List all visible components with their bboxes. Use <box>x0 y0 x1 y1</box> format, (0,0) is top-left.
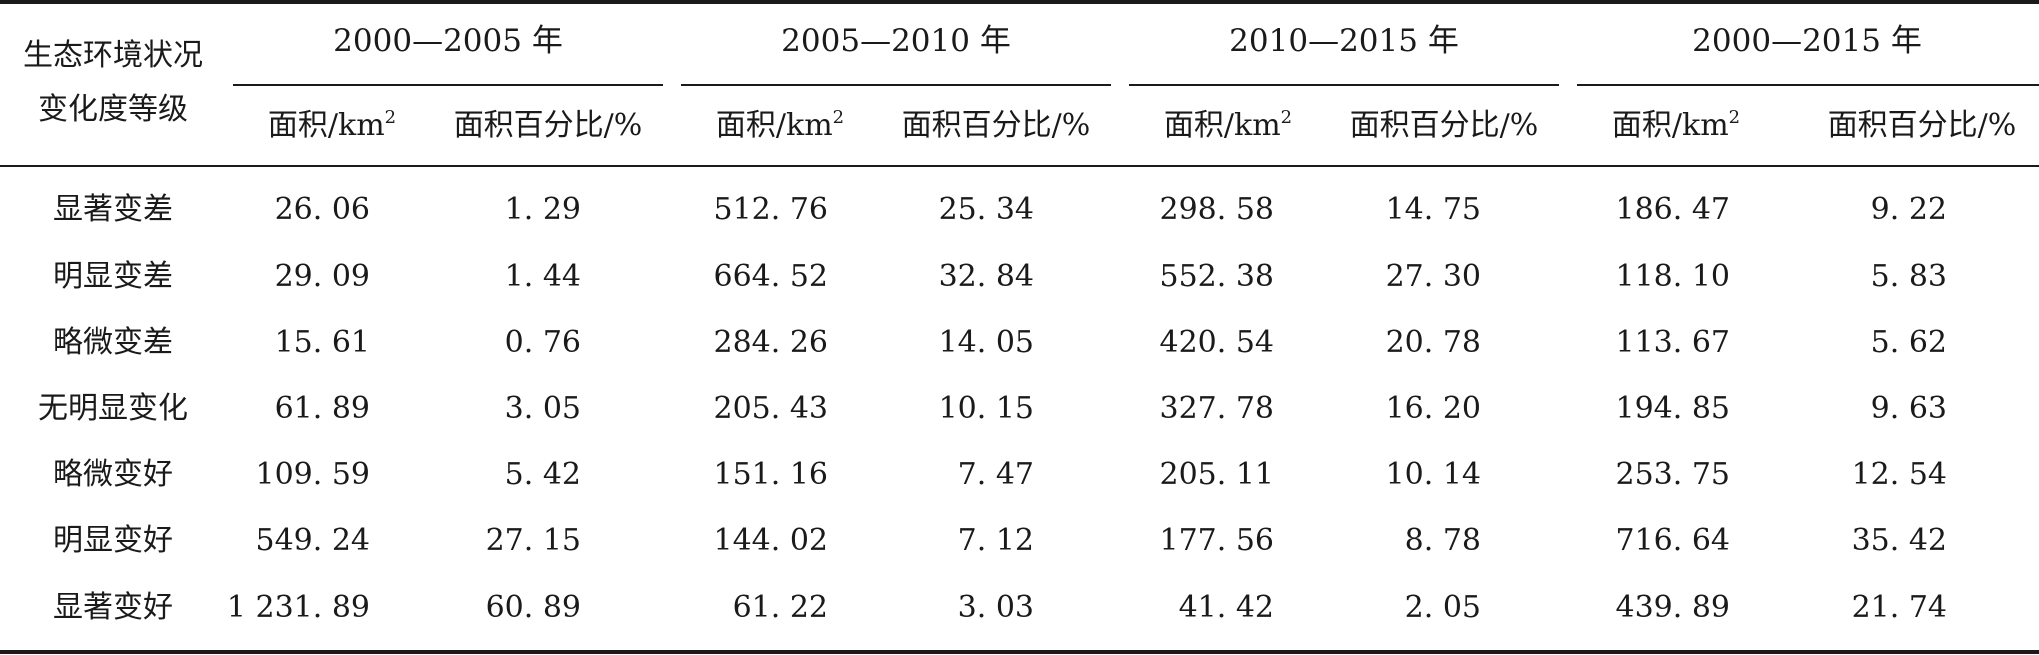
area-value-cell: 41. 42 <box>1178 590 1274 625</box>
area-value-cell: 186. 47 <box>1615 192 1730 227</box>
percent-value-cell: 1. 29 <box>504 192 581 227</box>
area-unit-label: 面积/km <box>1611 108 1729 143</box>
period-header: 2010—2015 年 <box>1229 23 1459 59</box>
area-value-cell: 439. 89 <box>1615 590 1730 625</box>
period-header: 2000—2015 年 <box>1692 23 1922 59</box>
area-unit-exponent: 2 <box>1280 107 1293 128</box>
area-value-cell: 26. 06 <box>274 192 370 227</box>
area-value-cell: 61. 89 <box>274 391 370 426</box>
area-unit-exponent: 2 <box>1728 107 1741 128</box>
area-value-cell: 298. 58 <box>1159 192 1274 227</box>
area-value-cell: 151. 16 <box>713 457 828 492</box>
area-value-cell: 552. 38 <box>1159 259 1274 294</box>
area-value-cell: 113. 67 <box>1615 325 1730 360</box>
percent-value-cell: 60. 89 <box>485 590 581 625</box>
area-value-cell: 1 231. 89 <box>226 590 370 625</box>
row-label: 显著变好 <box>53 590 173 625</box>
percent-value-cell: 35. 42 <box>1851 523 1947 558</box>
period-header: 2000—2005 年 <box>333 23 563 59</box>
area-value-cell: 716. 64 <box>1615 523 1730 558</box>
percent-value-cell: 3. 03 <box>957 590 1034 625</box>
stub-header-line2: 变化度等级 <box>38 92 188 127</box>
row-label: 无明显变化 <box>38 391 188 426</box>
percent-value-cell: 10. 15 <box>938 391 1034 426</box>
area-value-cell: 15. 61 <box>274 325 370 360</box>
percent-value-cell: 14. 05 <box>938 325 1034 360</box>
area-value-cell: 29. 09 <box>274 259 370 294</box>
area-unit-exponent: 2 <box>384 107 397 128</box>
percent-value-cell: 7. 47 <box>957 457 1034 492</box>
percent-value-cell: 3. 05 <box>504 391 581 426</box>
group-underline <box>1577 84 2039 86</box>
bottom-rule <box>0 650 2039 654</box>
area-value-cell: 205. 11 <box>1159 457 1274 492</box>
percent-value-cell: 21. 74 <box>1851 590 1947 625</box>
percent-value-cell: 25. 34 <box>938 192 1034 227</box>
percent-column-header: 面积百分比/% <box>453 108 643 143</box>
area-value-cell: 109. 59 <box>255 457 370 492</box>
area-value-cell: 177. 56 <box>1159 523 1274 558</box>
percent-value-cell: 10. 14 <box>1385 457 1481 492</box>
percent-value-cell: 16. 20 <box>1385 391 1481 426</box>
area-value-cell: 61. 22 <box>732 590 828 625</box>
area-value-cell: 420. 54 <box>1159 325 1274 360</box>
area-unit-label: 面积/km <box>1163 108 1281 143</box>
percent-value-cell: 20. 78 <box>1385 325 1481 360</box>
area-value-cell: 118. 10 <box>1615 259 1730 294</box>
percent-value-cell: 14. 75 <box>1385 192 1481 227</box>
area-value-cell: 512. 76 <box>713 192 828 227</box>
area-column-header: 面积/km2 <box>1164 106 1292 146</box>
row-label: 略微变好 <box>53 457 173 492</box>
percent-column-header: 面积百分比/% <box>1827 108 2017 143</box>
period-header: 2005—2010 年 <box>781 23 1011 59</box>
area-column-header: 面积/km2 <box>268 106 396 146</box>
percent-value-cell: 9. 63 <box>1870 391 1947 426</box>
area-unit-label: 面积/km <box>715 108 833 143</box>
percent-value-cell: 5. 83 <box>1870 259 1947 294</box>
area-value-cell: 327. 78 <box>1159 391 1274 426</box>
percent-value-cell: 5. 42 <box>504 457 581 492</box>
area-value-cell: 284. 26 <box>713 325 828 360</box>
row-label: 明显变差 <box>53 259 173 294</box>
group-underline <box>233 84 663 86</box>
percent-value-cell: 8. 78 <box>1404 523 1481 558</box>
row-label: 略微变差 <box>53 325 173 360</box>
group-underline <box>1129 84 1559 86</box>
area-value-cell: 664. 52 <box>713 259 828 294</box>
row-label: 明显变好 <box>53 523 173 558</box>
area-unit-exponent: 2 <box>832 107 845 128</box>
percent-value-cell: 9. 22 <box>1870 192 1947 227</box>
percent-value-cell: 5. 62 <box>1870 325 1947 360</box>
percent-column-header: 面积百分比/% <box>901 108 1091 143</box>
row-label: 显著变差 <box>53 192 173 227</box>
area-column-header: 面积/km2 <box>716 106 844 146</box>
stub-header-line1: 生态环境状况 <box>23 38 203 73</box>
percent-column-header: 面积百分比/% <box>1349 108 1539 143</box>
area-value-cell: 549. 24 <box>255 523 370 558</box>
group-underline <box>681 84 1111 86</box>
percent-value-cell: 32. 84 <box>938 259 1034 294</box>
percent-value-cell: 27. 15 <box>485 523 581 558</box>
percent-value-cell: 12. 54 <box>1851 457 1947 492</box>
area-value-cell: 194. 85 <box>1615 391 1730 426</box>
top-rule <box>0 0 2039 4</box>
percent-value-cell: 7. 12 <box>957 523 1034 558</box>
area-value-cell: 253. 75 <box>1615 457 1730 492</box>
area-unit-label: 面积/km <box>267 108 385 143</box>
header-rule <box>0 165 2039 167</box>
percent-value-cell: 27. 30 <box>1385 259 1481 294</box>
area-value-cell: 205. 43 <box>713 391 828 426</box>
percent-value-cell: 2. 05 <box>1404 590 1481 625</box>
percent-value-cell: 0. 76 <box>504 325 581 360</box>
percent-value-cell: 1. 44 <box>504 259 581 294</box>
area-column-header: 面积/km2 <box>1612 106 1740 146</box>
area-value-cell: 144. 02 <box>713 523 828 558</box>
